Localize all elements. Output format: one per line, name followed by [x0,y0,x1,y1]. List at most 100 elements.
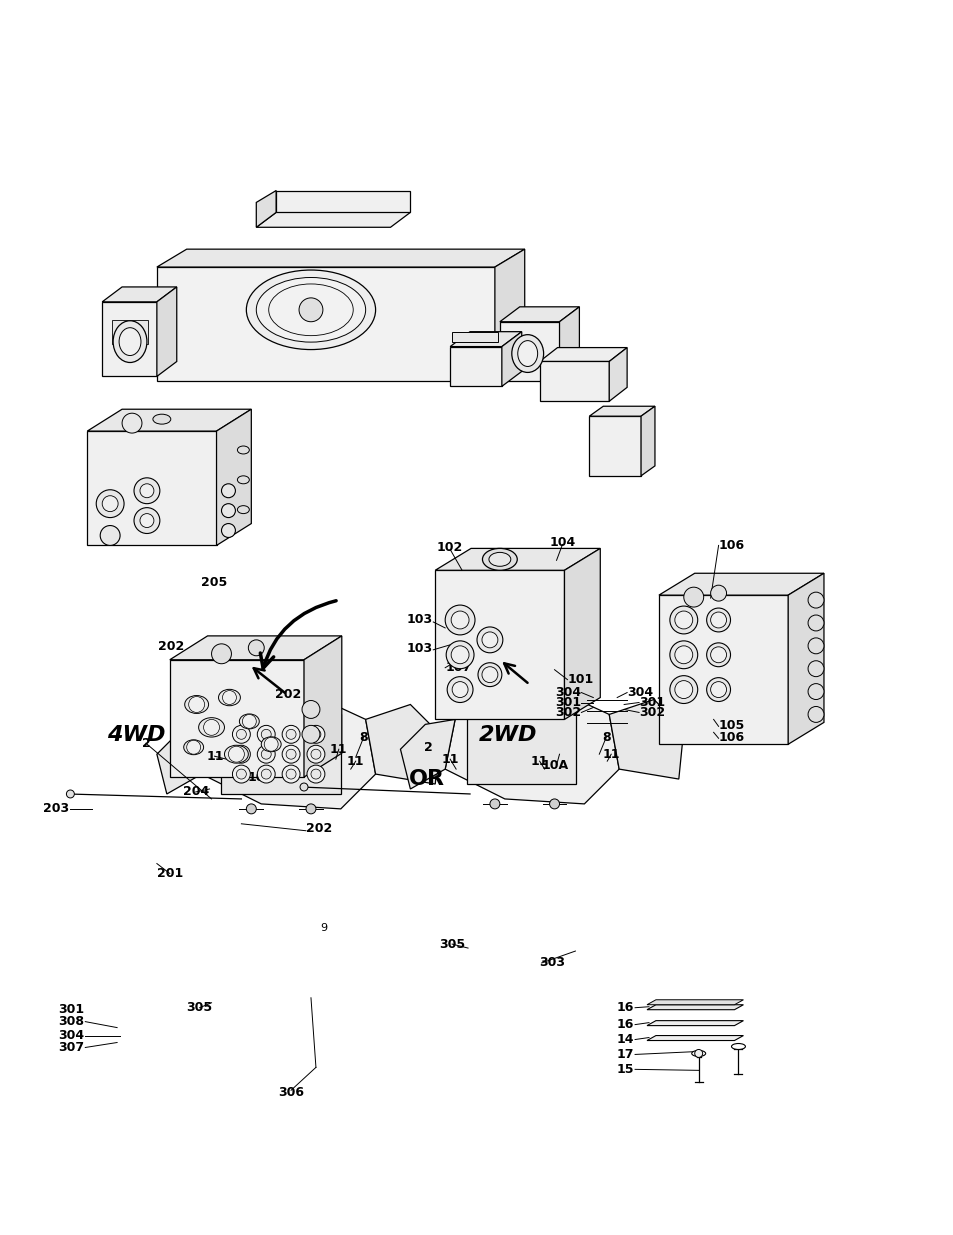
Circle shape [706,678,730,701]
Text: 305: 305 [187,1002,213,1014]
Circle shape [100,526,120,546]
Polygon shape [564,548,599,720]
Text: 8: 8 [359,731,368,743]
Circle shape [669,606,697,634]
Polygon shape [501,332,521,387]
Polygon shape [156,725,212,794]
Text: 11: 11 [347,755,364,768]
Bar [112,320,148,343]
Polygon shape [659,595,787,745]
Circle shape [807,615,823,631]
Circle shape [490,799,499,809]
Circle shape [452,682,468,698]
Ellipse shape [237,475,249,484]
Text: 11: 11 [207,750,224,763]
Circle shape [140,484,153,498]
Circle shape [248,640,264,656]
Text: 16: 16 [616,1018,634,1031]
Polygon shape [450,332,521,347]
Circle shape [233,745,250,763]
Circle shape [236,750,246,760]
Circle shape [476,627,502,653]
Polygon shape [256,212,410,227]
Circle shape [187,740,200,755]
Polygon shape [102,287,176,301]
Text: 11: 11 [530,755,548,768]
Circle shape [221,484,235,498]
Circle shape [286,750,295,760]
Circle shape [445,605,475,635]
Polygon shape [539,362,609,401]
Ellipse shape [269,284,353,336]
Ellipse shape [119,327,141,356]
Ellipse shape [517,341,537,367]
Polygon shape [646,1020,742,1025]
Circle shape [807,706,823,722]
Text: 10A: 10A [541,758,569,772]
Bar [589,416,640,475]
Circle shape [189,697,204,713]
Polygon shape [445,684,618,804]
Polygon shape [646,1036,742,1041]
Text: 2WD: 2WD [478,725,537,745]
Circle shape [451,646,469,663]
Circle shape [96,490,124,517]
Text: 304: 304 [626,687,653,699]
Circle shape [669,641,697,668]
Ellipse shape [239,714,259,729]
Circle shape [257,766,274,783]
Ellipse shape [185,695,209,714]
Text: 8: 8 [601,731,610,743]
Polygon shape [435,548,599,571]
Circle shape [674,680,692,699]
Bar [467,709,576,784]
Circle shape [706,643,730,667]
Circle shape [306,804,315,814]
Circle shape [222,690,236,704]
Polygon shape [495,249,524,382]
Circle shape [481,667,497,683]
Text: 103: 103 [406,614,432,626]
Polygon shape [170,636,341,659]
Circle shape [683,587,703,608]
Polygon shape [365,704,439,784]
Text: 202: 202 [274,688,301,701]
Polygon shape [452,332,497,342]
Ellipse shape [152,414,171,424]
Polygon shape [659,573,823,595]
Text: 302: 302 [639,706,664,719]
Circle shape [233,766,250,783]
Text: 103: 103 [406,642,432,656]
Circle shape [302,725,319,743]
Circle shape [133,508,160,534]
Polygon shape [170,659,304,777]
Text: 16: 16 [616,1002,634,1014]
Polygon shape [275,190,410,212]
Circle shape [298,298,322,322]
Polygon shape [787,573,823,745]
Polygon shape [640,406,655,475]
Circle shape [307,725,325,743]
Ellipse shape [511,335,543,373]
Circle shape [807,684,823,699]
Text: 307: 307 [58,1041,84,1053]
Text: 102: 102 [436,541,463,555]
Ellipse shape [246,270,375,350]
Ellipse shape [489,552,510,567]
Polygon shape [646,1000,742,1005]
Ellipse shape [218,689,240,705]
Polygon shape [609,699,683,779]
Circle shape [311,750,320,760]
Text: 304: 304 [58,1029,84,1042]
Text: 101: 101 [567,673,593,687]
Circle shape [67,790,74,798]
Circle shape [710,585,726,601]
Polygon shape [539,347,626,362]
Text: 106: 106 [718,731,744,743]
Circle shape [236,730,246,740]
Text: 105: 105 [718,719,744,732]
Polygon shape [499,322,558,382]
Circle shape [102,495,118,511]
Text: 11: 11 [602,747,619,761]
Circle shape [451,611,469,629]
